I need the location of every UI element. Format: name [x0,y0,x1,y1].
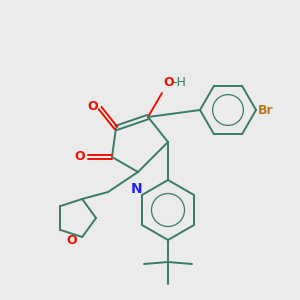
Text: O: O [87,100,98,113]
Text: O: O [74,151,85,164]
Text: Br: Br [258,103,274,116]
Text: N: N [131,182,143,196]
Text: O: O [67,233,77,247]
Text: O: O [163,76,174,89]
Text: -H: -H [172,76,186,89]
